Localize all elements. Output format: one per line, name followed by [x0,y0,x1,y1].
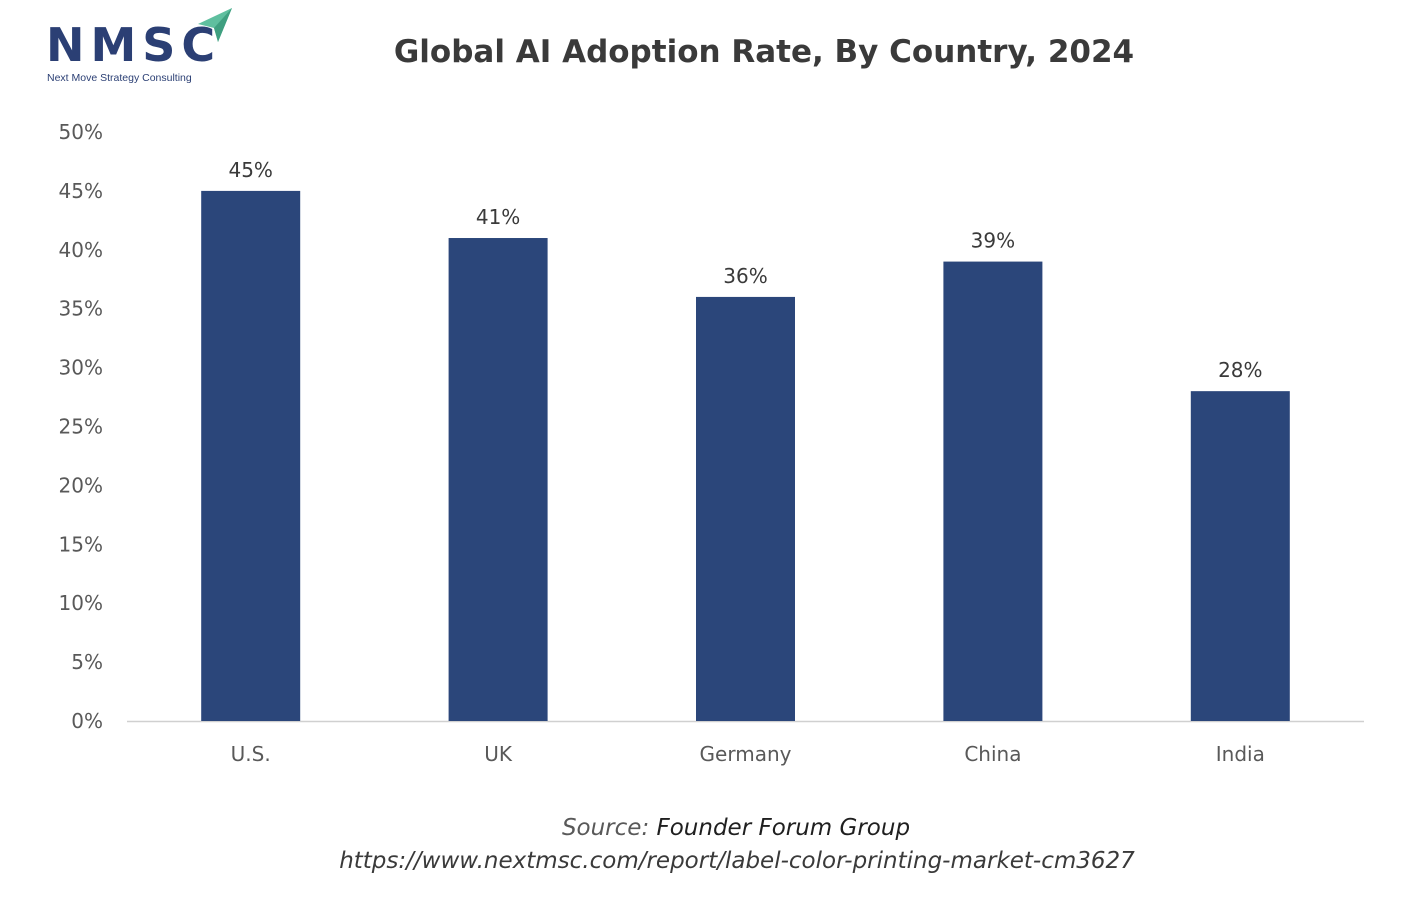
source-value: Founder Forum Group [656,815,911,841]
data-label: 28% [1218,358,1262,382]
y-tick-label: 30% [59,356,103,380]
y-tick-label: 5% [71,650,103,674]
y-tick-label: 10% [59,591,103,615]
bar [201,190,301,721]
y-tick-label: 35% [59,297,103,321]
x-tick-label: UK [484,742,513,766]
source-label: Source: [561,815,650,841]
x-tick-label: Germany [700,742,792,766]
y-tick-label: 50% [59,120,103,144]
bar [696,296,795,721]
chart-title: Global AI Adoption Rate, By Country, 202… [393,34,1135,70]
x-tick-label: India [1216,742,1265,766]
logo-wordmark: NMSC [46,18,222,72]
logo-tagline: Next Move Strategy Consulting [47,72,192,84]
bar [448,238,548,721]
brand-logo: NMSC Next Move Strategy Consulting [40,6,240,90]
bar [1190,391,1290,721]
bar [943,261,1043,721]
x-tick-label: U.S. [231,742,271,766]
data-label: 41% [476,205,520,229]
data-label: 36% [723,264,767,288]
y-tick-label: 40% [59,238,103,262]
source-url: https://www.nextmsc.com/report/label-col… [339,848,1135,874]
y-tick-label: 0% [71,709,103,733]
data-label: 45% [228,158,272,182]
y-tick-label: 25% [59,415,103,439]
x-tick-label: China [964,742,1021,766]
y-tick-label: 45% [59,179,103,203]
data-label: 39% [971,229,1015,253]
paper-plane-icon [198,8,232,42]
y-tick-label: 15% [59,532,103,556]
source-attribution: Source: Founder Forum Group [0,815,1426,841]
y-tick-label: 20% [59,473,103,497]
